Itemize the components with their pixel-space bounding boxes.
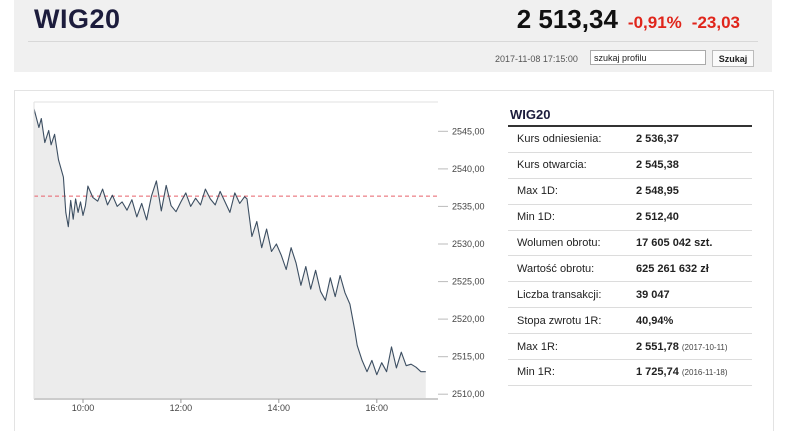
change-absolute: -23,03 <box>691 13 740 32</box>
stats-value: 625 261 632 zł <box>636 262 709 275</box>
stats-row: Liczba transakcji: 39 047 <box>508 281 752 309</box>
stats-table: Kurs odniesienia: 2 536,37 Kurs otwarcia: 2… <box>508 127 752 386</box>
price-line <box>33 108 426 376</box>
stats-row: Kurs otwarcia: 2 545,38 <box>508 152 752 179</box>
stats-value: 2 512,40 <box>636 211 679 224</box>
index-title: WIG20 <box>34 4 121 34</box>
x-tick-label: 16:00 <box>366 403 389 413</box>
stats-row: Max 1D: 2 548,95 <box>508 178 752 205</box>
stats-row: Wartość obrotu: 625 261 632 zł <box>508 255 752 283</box>
stats-row: Stopa zwrotu 1R: 40,94% <box>508 307 752 335</box>
stats-date-note: (2017-10-11) <box>681 342 728 352</box>
stats-value: 17 605 042 szt. <box>636 237 713 249</box>
stats-row: Kurs odniesienia: 2 536,37 <box>508 127 752 153</box>
stats-value-cell: 2 551,78 (2017-10-11) <box>636 333 752 361</box>
price-area <box>34 108 426 399</box>
stats-date-note: (2016-11-18) <box>681 368 728 378</box>
y-tick-label: 2545,00 <box>452 126 485 136</box>
search-input[interactable] <box>590 50 706 65</box>
search-button[interactable]: Szukaj <box>712 50 754 67</box>
stats-label: Max 1R: <box>508 333 636 361</box>
current-price: 2 513,34 <box>516 4 618 34</box>
y-tick-label: 2520,00 <box>452 314 485 324</box>
y-tick-label: 2540,00 <box>452 164 485 174</box>
stats-value-cell: 2 536,37 <box>636 127 752 153</box>
stats-value: 40,94% <box>636 314 674 327</box>
stats-value-cell: 40,94% <box>636 307 752 335</box>
stats-value: 2 548,95 <box>636 185 679 198</box>
stats-label: Min 1R: <box>508 359 636 386</box>
y-tick-label: 2510,00 <box>452 389 485 399</box>
x-tick-label: 14:00 <box>268 403 291 413</box>
stats-label: Wolumen obrotu: <box>508 230 636 257</box>
header-divider <box>28 41 758 42</box>
stats-value-cell: 1 725,74 (2016-11-18) <box>636 359 752 386</box>
stats-value-cell: 17 605 042 szt. <box>636 230 752 257</box>
stats-row: Wolumen obrotu: 17 605 042 szt. <box>508 230 752 257</box>
stats-value: 2 545,38 <box>636 159 679 172</box>
stats-label: Max 1D: <box>508 178 636 205</box>
stats-panel: WIG20 Kurs odniesienia: 2 536,37 Kurs otwa… <box>508 105 752 386</box>
change-percent: -0,91% <box>627 13 682 32</box>
stats-value-cell: 625 261 632 zł <box>636 255 752 283</box>
x-tick-label: 10:00 <box>72 403 95 413</box>
stats-value-cell: 2 548,95 <box>636 178 752 205</box>
stats-row: Min 1D: 2 512,40 <box>508 204 752 231</box>
y-tick-label: 2535,00 <box>452 201 485 211</box>
price-summary: 2 513,34 -0,91% -23,03 <box>517 4 740 35</box>
stats-label: Kurs otwarcia: <box>508 152 636 179</box>
y-tick-label: 2530,00 <box>452 239 485 249</box>
stats-label: Kurs odniesienia: <box>508 127 636 153</box>
stats-value-cell: 2 545,38 <box>636 152 752 179</box>
quote-timestamp: 2017-11-08 17:15:00 <box>495 54 578 64</box>
stats-value-cell: 39 047 <box>636 281 752 309</box>
stats-label: Wartość obrotu: <box>508 255 636 283</box>
stats-label: Liczba transakcji: <box>508 281 636 309</box>
stats-value: 39 047 <box>636 288 670 301</box>
stats-label: Stopa zwrotu 1R: <box>508 307 636 335</box>
stats-row: Max 1R: 2 551,78 (2017-10-11) <box>508 333 752 361</box>
x-tick-label: 12:00 <box>170 403 193 413</box>
y-tick-label: 2515,00 <box>452 352 485 362</box>
stats-value: 2 536,37 <box>636 133 679 146</box>
stats-value: 1 725,74 <box>636 366 679 379</box>
intraday-chart: 2510,00 2515,00 2520,00 2525,00 2530,00 2535,… <box>33 101 485 413</box>
stats-value: 2 551,78 <box>636 340 679 353</box>
stats-title: WIG20 <box>508 105 752 127</box>
quote-header: WIG20 2 513,34 -0,91% -23,03 <box>14 0 772 72</box>
stats-label: Min 1D: <box>508 204 636 231</box>
y-tick-label: 2525,00 <box>452 277 485 287</box>
stats-value-cell: 2 512,40 <box>636 204 752 231</box>
stats-row: Min 1R: 1 725,74 (2016-11-18) <box>508 359 752 386</box>
